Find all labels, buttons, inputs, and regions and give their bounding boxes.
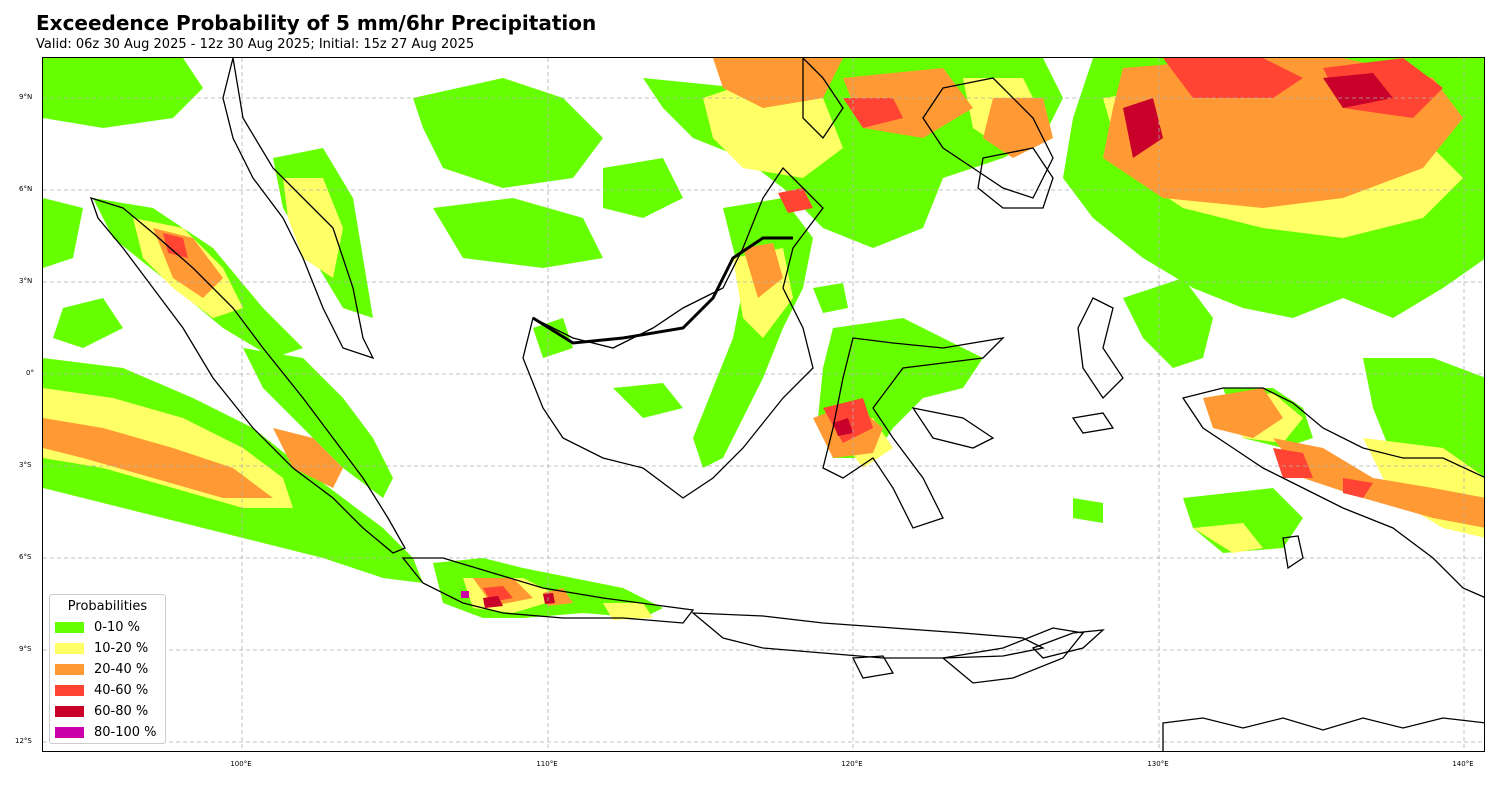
lon-label-130e: 130°E: [1147, 760, 1169, 768]
legend-swatch: [55, 621, 84, 633]
lat-label-6s-outer: 6°S: [19, 553, 32, 561]
map-subtitle: Valid: 06z 30 Aug 2025 - 12z 30 Aug 2025…: [36, 37, 475, 52]
lon-label-120e: 120°E: [841, 760, 863, 768]
lat-label-0-outer: 0°: [26, 369, 34, 377]
legend-swatch: [55, 726, 84, 738]
lat-label-3s-outer: 3°S: [19, 461, 32, 469]
precip-fields: [43, 58, 1484, 620]
gridlines: [43, 58, 1484, 751]
legend-swatch: [55, 684, 84, 696]
lon-label-100e: 100°E: [230, 760, 252, 768]
map-frame: 9°N 6°N 3°N 0° 3°S 6°S 9°S 12°S: [42, 57, 1485, 752]
lat-label-9n-outer: 9°N: [19, 93, 33, 101]
lat-label-12s-outer: 12°S: [15, 737, 32, 745]
legend-label: 0-10 %: [94, 619, 140, 635]
precip-band-40-60: [163, 58, 1443, 602]
map-title: Exceedence Probability of 5 mm/6hr Preci…: [36, 11, 597, 35]
legend-swatch: [55, 642, 84, 654]
precip-band-80-100: [461, 591, 469, 598]
legend-item: 20-40 %: [55, 661, 148, 677]
coastlines: [89, 58, 1484, 751]
lat-label-9s-outer: 9°S: [19, 645, 32, 653]
legend-title: Probabilities: [67, 599, 148, 614]
legend-label: 80-100 %: [94, 724, 157, 740]
legend-item: 60-80 %: [55, 703, 148, 719]
legend-item: 40-60 %: [55, 682, 148, 698]
legend-swatch: [55, 705, 84, 717]
lon-label-110e: 110°E: [536, 760, 558, 768]
legend-item: 0-10 %: [55, 619, 140, 635]
legend-label: 60-80 %: [94, 703, 149, 719]
lat-label-3n-outer: 3°N: [19, 277, 33, 285]
legend-label: 40-60 %: [94, 682, 149, 698]
legend-item: 80-100 %: [55, 724, 157, 740]
lon-label-140e: 140°E: [1452, 760, 1474, 768]
legend-label: 10-20 %: [94, 640, 149, 656]
precip-band-60-80: [483, 73, 1393, 608]
lat-label-6n-outer: 6°N: [19, 185, 33, 193]
legend-swatch: [55, 663, 84, 675]
legend: Probabilities 0-10 % 10-20 % 20-40 % 40-…: [49, 594, 166, 744]
legend-label: 20-40 %: [94, 661, 149, 677]
map-canvas: [43, 58, 1484, 751]
legend-item: 10-20 %: [55, 640, 148, 656]
